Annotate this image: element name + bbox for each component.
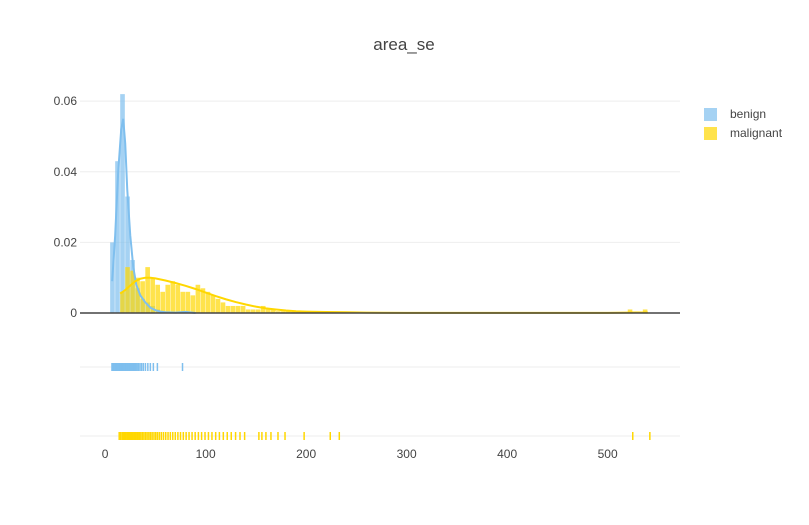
legend: benign malignant <box>704 107 783 140</box>
rug-plots <box>111 363 651 440</box>
histogram-bar-malignant <box>180 291 186 313</box>
legend-item-benign[interactable]: benign <box>704 107 766 121</box>
x-axis-ticks: 0 100 200 300 400 500 <box>102 447 618 461</box>
histogram-bar-benign <box>120 94 125 313</box>
histogram-bar-malignant <box>120 291 125 313</box>
histogram-bar-malignant <box>265 309 271 313</box>
gridlines <box>80 100 680 437</box>
histogram-bar-malignant <box>220 302 226 313</box>
legend-label-malignant: malignant <box>730 126 783 140</box>
histogram-bar-malignant <box>260 305 266 313</box>
histogram-bar-malignant <box>210 295 216 313</box>
histogram-bar-benign <box>115 161 120 313</box>
chart-title: area_se <box>373 35 434 54</box>
histogram-bar-malignant <box>225 305 231 313</box>
histogram-bar-malignant <box>275 311 281 313</box>
histogram-bar-malignant <box>627 309 633 313</box>
histogram-bar-malignant <box>245 309 251 313</box>
histogram-bar-malignant <box>240 305 246 313</box>
histogram-bar-malignant <box>200 288 206 313</box>
histogram-bar-malignant <box>235 305 241 313</box>
legend-swatch-malignant <box>704 127 717 140</box>
histogram-bar-malignant <box>286 311 291 313</box>
histogram-bar-malignant <box>642 309 648 313</box>
y-axis-ticks: 0 0.02 0.04 0.06 <box>54 94 78 320</box>
y-tick-label: 0 <box>70 306 77 320</box>
histogram-bars <box>110 94 648 313</box>
x-tick-label: 100 <box>196 447 216 461</box>
histogram-bar-malignant <box>135 277 140 313</box>
histogram-bar-malignant <box>195 284 201 313</box>
histogram-bar-malignant <box>281 311 286 313</box>
legend-label-benign: benign <box>730 107 766 121</box>
x-tick-label: 300 <box>397 447 417 461</box>
histogram-bar-malignant <box>190 295 196 313</box>
histogram-bar-malignant <box>255 309 261 313</box>
histogram-bar-malignant <box>215 298 221 313</box>
density-curves <box>111 118 648 314</box>
y-tick-label: 0.02 <box>54 235 78 249</box>
histogram-bar-malignant <box>155 284 161 313</box>
histogram-bar-malignant <box>130 270 135 313</box>
histogram-bar-malignant <box>205 291 211 313</box>
legend-item-malignant[interactable]: malignant <box>704 126 783 140</box>
histogram-bar-benign <box>125 196 130 313</box>
histogram-bar-malignant <box>250 309 256 313</box>
x-tick-label: 200 <box>296 447 316 461</box>
legend-swatch-benign <box>704 108 717 121</box>
histogram-bar-malignant <box>125 267 130 313</box>
histogram-bar-malignant <box>270 309 276 313</box>
histogram-bar-malignant <box>165 284 171 313</box>
x-tick-label: 400 <box>497 447 517 461</box>
histogram-bar-malignant <box>185 291 191 313</box>
histogram-bar-malignant <box>160 291 166 313</box>
histogram-bar-malignant <box>145 267 150 313</box>
x-tick-label: 0 <box>102 447 109 461</box>
histogram-bar-malignant <box>150 277 155 313</box>
y-tick-label: 0.06 <box>54 94 78 108</box>
y-tick-label: 0.04 <box>54 165 78 179</box>
histogram-bar-malignant <box>175 284 181 313</box>
x-tick-label: 500 <box>598 447 618 461</box>
histogram-bar-malignant <box>170 281 176 313</box>
histogram-bar-malignant <box>230 305 236 313</box>
